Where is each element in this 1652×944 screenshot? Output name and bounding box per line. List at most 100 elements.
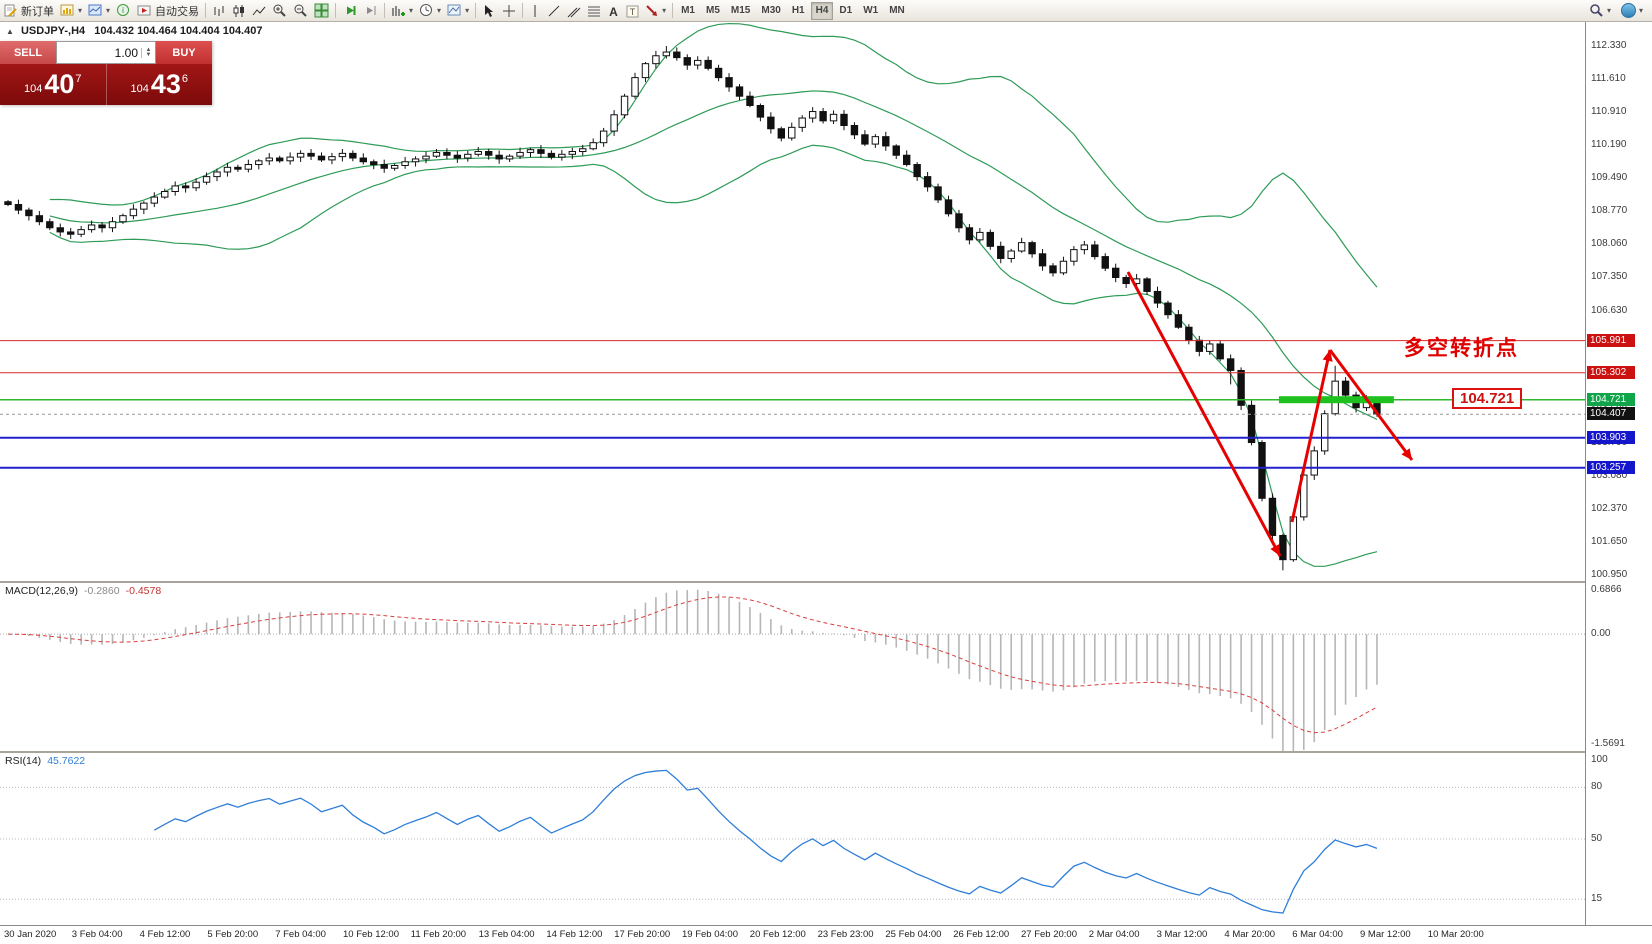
macd-signal-line [7, 596, 1378, 734]
candle-chart-button[interactable] [229, 1, 249, 20]
bar-chart-button[interactable] [209, 1, 229, 20]
trend-arrow-head [1270, 544, 1280, 556]
price-callout-label[interactable]: 104.721 [1452, 388, 1523, 409]
timeframe-M1[interactable]: M1 [681, 4, 695, 16]
toolbar-separator [335, 3, 337, 18]
cursor-button[interactable] [479, 1, 499, 20]
toolbar-right: ▾ ▾ [1586, 1, 1652, 20]
panel-splitter[interactable] [0, 581, 1652, 583]
price-axis-label-112.330: 112.330 [1591, 40, 1627, 51]
macd-axis-label--1.5691: -1.5691 [1591, 738, 1625, 749]
timeframe-M5[interactable]: M5 [706, 4, 720, 16]
trend-arrow-line[interactable] [1328, 349, 1414, 461]
profiles-button[interactable]: ▾ [85, 1, 113, 20]
zoom-out-icon [294, 4, 307, 17]
volume-input[interactable]: 1.00 ▲ ▼ [56, 41, 156, 64]
price-axis: 112.330 111.610 110.910 110.190 109.490 108.7… [1586, 21, 1652, 925]
panel-splitter[interactable] [0, 751, 1652, 753]
stepper-down-icon[interactable]: ▼ [145, 51, 152, 58]
time-label-21: 9 Mar 12:00 [1360, 929, 1411, 940]
one-click-collapse-icon[interactable]: ▲ [6, 27, 14, 36]
timeframe-W1[interactable]: W1 [863, 4, 879, 16]
time-axis: 30 Jan 2020 3 Feb 04:00 4 Feb 12:00 5 Feb 2… [0, 925, 1652, 944]
volume-value[interactable]: 1.00 [114, 45, 138, 60]
timeframe-D1[interactable]: D1 [839, 4, 853, 16]
arrows-button[interactable]: ▾ [642, 1, 669, 20]
bb-middle [49, 90, 1378, 420]
arrow-object-icon [646, 4, 658, 16]
timeframe-M15[interactable]: M15 [730, 4, 751, 16]
text-button[interactable]: A [604, 1, 623, 20]
zoom-out-button[interactable] [290, 1, 311, 20]
price-axis-label-106.630: 106.630 [1591, 304, 1628, 316]
trend-arrow-line[interactable] [1126, 271, 1282, 557]
buy-price[interactable]: 104 43 6 [107, 64, 213, 105]
crosshair-icon [503, 4, 516, 17]
time-label-15: 26 Feb 12:00 [953, 929, 1010, 940]
vertical-line-icon [534, 4, 536, 17]
macd-axis-label-0.00: 0.00 [1591, 628, 1611, 640]
indicators-icon [392, 6, 406, 16]
indicators-button[interactable]: ▾ [388, 1, 416, 20]
svg-text:T: T [630, 7, 636, 17]
dropdown-icon: ▾ [1606, 6, 1611, 15]
trend-arrows[interactable] [1126, 271, 1414, 557]
trend-arrow-head [1401, 448, 1412, 460]
horizontal-lines [0, 340, 1585, 469]
turning-point-annotation[interactable]: 多空转折点 [1404, 337, 1519, 360]
stepper-up-icon[interactable]: ▲ [145, 46, 152, 53]
rsi-name: RSI(14) [5, 755, 42, 767]
sell-price[interactable]: 104 40 7 [0, 64, 106, 105]
trend-arrow-line[interactable] [1290, 349, 1332, 523]
zoom-in-button[interactable] [269, 1, 290, 20]
time-label-10: 17 Feb 20:00 [614, 929, 671, 940]
text-label-icon: T [626, 5, 639, 17]
new-chart-button[interactable]: ▾ [57, 1, 85, 20]
channel-button[interactable] [564, 1, 584, 20]
time-label-3: 4 Feb 12:00 [139, 929, 191, 940]
market-news-icon: i [117, 4, 130, 16]
timeframe-H1[interactable]: H1 [791, 4, 805, 16]
svg-text:A: A [609, 5, 618, 18]
new-order-button[interactable]: 新订单 [0, 1, 57, 20]
volume-stepper[interactable]: ▲ ▼ [141, 46, 155, 58]
timeframe-M30[interactable]: M30 [761, 4, 781, 16]
fibonacci-button[interactable] [584, 1, 604, 20]
buy-price-integer: 104 [130, 82, 149, 95]
line-chart-button[interactable] [249, 1, 269, 20]
templates-icon [447, 4, 461, 16]
autotrading-button[interactable]: 自动交易 [134, 1, 202, 20]
crosshair-button[interactable] [499, 1, 519, 20]
vertical-line-button[interactable] [526, 1, 544, 20]
periods-button[interactable]: ▾ [416, 1, 444, 20]
support-highlight-bar[interactable] [1278, 396, 1394, 404]
timeframe-MN[interactable]: MN [889, 4, 905, 16]
toolbar-separator [522, 3, 524, 18]
text-label-button[interactable]: T [623, 1, 642, 20]
toolbar-separator [672, 3, 674, 18]
time-label-18: 3 Mar 12:00 [1156, 929, 1208, 940]
auto-scroll-button[interactable] [339, 1, 360, 20]
sell-button[interactable]: SELL [0, 41, 56, 64]
community-button[interactable]: ▾ [1618, 1, 1646, 20]
toolbar-separator [384, 3, 386, 18]
search-button[interactable]: ▾ [1586, 1, 1614, 20]
chart-shift-button[interactable] [360, 1, 381, 20]
auto-scroll-icon [347, 6, 356, 15]
buy-price-pips: 43 [150, 69, 181, 99]
buy-button[interactable]: BUY [156, 41, 212, 64]
trendline-button[interactable] [544, 1, 564, 20]
market-news-button[interactable]: i [113, 1, 134, 20]
templates-button[interactable]: ▾ [444, 1, 472, 20]
tile-windows-button[interactable] [311, 1, 332, 20]
time-label-7: 11 Feb 20:00 [410, 929, 467, 940]
timeframe-H4[interactable]: H4 [810, 1, 834, 20]
tile-windows-icon [314, 3, 329, 18]
time-label-9: 14 Feb 12:00 [546, 929, 603, 940]
time-label-11: 19 Feb 04:00 [682, 929, 738, 940]
zoom-in-icon [273, 4, 286, 17]
new-order-label: 新订单 [21, 5, 54, 18]
bollinger-bands [49, 22, 1378, 567]
timeframe-group: M1 M5 M15 M30 H1 H4 D1 W1 MN [676, 1, 910, 20]
